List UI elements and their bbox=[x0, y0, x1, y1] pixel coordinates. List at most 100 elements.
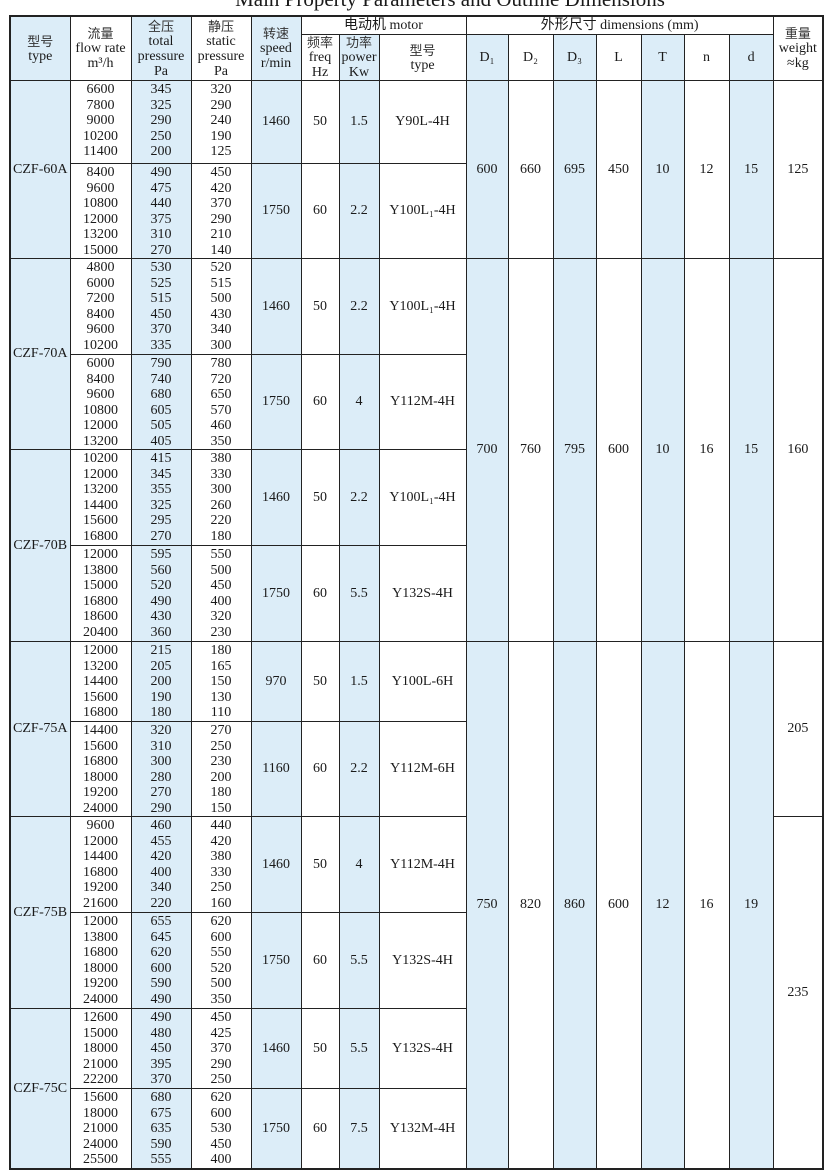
power-value: 5.5 bbox=[338, 545, 380, 642]
text-line: 300 bbox=[210, 337, 232, 353]
text-line: 420 bbox=[210, 180, 232, 196]
text-line: 9600 bbox=[86, 818, 115, 833]
dimension-T: 10 bbox=[640, 80, 685, 259]
text-line: 290 bbox=[210, 211, 232, 227]
text-line: 重量 bbox=[784, 26, 811, 41]
motor-value: Y112M-6H bbox=[378, 721, 467, 817]
text-line: 190 bbox=[210, 128, 232, 144]
text-line: 180 bbox=[210, 785, 232, 800]
flow-values: 10200 12000 13200 14400 15600 16800 bbox=[69, 449, 132, 546]
speed-value: 1750 bbox=[250, 545, 302, 642]
header-dim-3: L bbox=[595, 34, 642, 81]
text-line: 530 bbox=[210, 1121, 232, 1136]
text-line: 16800 bbox=[83, 593, 118, 609]
text-line: 645 bbox=[150, 929, 172, 945]
text-line: 230 bbox=[210, 754, 232, 769]
flow-values: 6000 8400 9600 10800 12000 13200 bbox=[69, 354, 132, 450]
total-values: 790 740 680 605 505 405 bbox=[130, 354, 192, 450]
text-line: 16800 bbox=[83, 754, 118, 769]
header-speed: 转速 speed r/min bbox=[250, 15, 302, 81]
text-line: 转速 bbox=[262, 26, 289, 41]
table-row: 6000 8400 9600 10800 12000 13200 790 740 680 605 5… bbox=[10, 354, 823, 450]
motor-value: Y100L₁-4H bbox=[378, 449, 467, 546]
text-line: 675 bbox=[150, 1105, 172, 1121]
text-line: 12000 bbox=[83, 211, 118, 227]
text-line: 160 bbox=[210, 895, 232, 911]
text-line: 570 bbox=[210, 402, 232, 418]
text-line: 150 bbox=[210, 800, 232, 816]
weight-value: 125 bbox=[772, 80, 824, 259]
flow-values: 8400 9600 10800 12000 13200 15000 bbox=[69, 163, 132, 259]
text-line: 490 bbox=[150, 991, 172, 1007]
text-line: 19200 bbox=[83, 880, 118, 895]
text-line: 440 bbox=[210, 818, 232, 833]
text-line: 9600 bbox=[86, 322, 115, 337]
text-line: 10200 bbox=[83, 128, 118, 144]
header-dim-1: D₂ bbox=[507, 34, 554, 81]
text-line: 525 bbox=[150, 275, 172, 291]
text-line: 595 bbox=[150, 547, 172, 562]
text-line: 450 bbox=[210, 578, 232, 593]
text-line: 18000 bbox=[83, 960, 118, 976]
text-line: 25500 bbox=[83, 1152, 118, 1167]
text-line: 300 bbox=[210, 482, 232, 497]
static-values: 520 515 500 430 340 300 bbox=[190, 258, 252, 355]
text-line: power bbox=[341, 50, 377, 65]
dimension-d: 19 bbox=[728, 641, 774, 1169]
text-line: 590 bbox=[150, 1136, 172, 1152]
text-line: 14400 bbox=[83, 674, 118, 689]
text-line: 19200 bbox=[83, 976, 118, 991]
speed-value: 1750 bbox=[250, 163, 302, 259]
text-line: 6000 bbox=[86, 356, 115, 371]
motor-value: Y100L-6H bbox=[378, 641, 467, 722]
power-value: 2.2 bbox=[338, 163, 380, 259]
speed-value: 1460 bbox=[250, 449, 302, 546]
header-row: 型号 type 流量 flow rate m³/h 全压 total pressure Pa 静压… bbox=[9, 15, 824, 81]
text-line: 22200 bbox=[83, 1072, 118, 1087]
text-line: 440 bbox=[150, 196, 172, 211]
parameters-table: 型号 type 流量 flow rate m³/h 全压 total pressure Pa 静压… bbox=[9, 15, 825, 1170]
text-line: 360 bbox=[150, 624, 172, 640]
freq-value: 50 bbox=[300, 816, 340, 913]
freq-value: 50 bbox=[300, 449, 340, 546]
static-values: 620 600 550 520 500 350 bbox=[190, 912, 252, 1009]
text-line: 450 bbox=[210, 1010, 232, 1025]
static-values: 180 165 150 130 110 bbox=[190, 641, 252, 722]
speed-value: 1460 bbox=[250, 1008, 302, 1089]
motor-value: Y90L-4H bbox=[378, 80, 467, 164]
text-line: 460 bbox=[150, 818, 172, 833]
text-line: 340 bbox=[210, 322, 232, 337]
text-line: 12000 bbox=[83, 466, 118, 482]
text-line: 620 bbox=[210, 914, 232, 929]
total-values: 215 205 200 190 180 bbox=[130, 641, 192, 722]
flow-values: 12000 13800 16800 18000 19200 24000 bbox=[69, 912, 132, 1009]
text-line: 13800 bbox=[83, 562, 118, 578]
flow-values: 12000 13200 14400 15600 16800 bbox=[69, 641, 132, 722]
text-line: static bbox=[206, 33, 236, 49]
text-line: total bbox=[148, 33, 174, 49]
text-line: 790 bbox=[150, 356, 172, 371]
text-line: 9600 bbox=[86, 180, 115, 196]
speed-value: 1460 bbox=[250, 258, 302, 355]
table-row: 12000 13800 15000 16800 18600 20400 595 560 520 4… bbox=[10, 545, 823, 642]
header-dimensions: 外形尺寸 dimensions (mm) bbox=[465, 15, 774, 35]
flow-values: 14400 15600 16800 18000 19200 24000 bbox=[69, 721, 132, 817]
text-line: 13200 bbox=[83, 658, 118, 674]
dimension-L: 450 bbox=[595, 80, 642, 259]
text-line: 420 bbox=[210, 833, 232, 849]
freq-value: 50 bbox=[300, 80, 340, 164]
text-line: 650 bbox=[210, 387, 232, 402]
text-line: 320 bbox=[210, 82, 232, 97]
text-line: m³/h bbox=[87, 56, 114, 71]
text-line: 型号 bbox=[409, 42, 436, 58]
dimension-T: 12 bbox=[640, 641, 685, 1169]
table-row: 12000 13800 16800 18000 19200 24000 655 645 620 6… bbox=[10, 912, 823, 1009]
text-line: 490 bbox=[150, 593, 172, 609]
text-line: 375 bbox=[150, 211, 172, 227]
text-line: 450 bbox=[210, 1136, 232, 1152]
motor-value: Y132S-4H bbox=[378, 1008, 467, 1089]
text-line: 335 bbox=[150, 337, 172, 353]
text-line: 15600 bbox=[83, 1090, 118, 1105]
text-line: 680 bbox=[150, 387, 172, 402]
text-line: 200 bbox=[150, 144, 172, 159]
